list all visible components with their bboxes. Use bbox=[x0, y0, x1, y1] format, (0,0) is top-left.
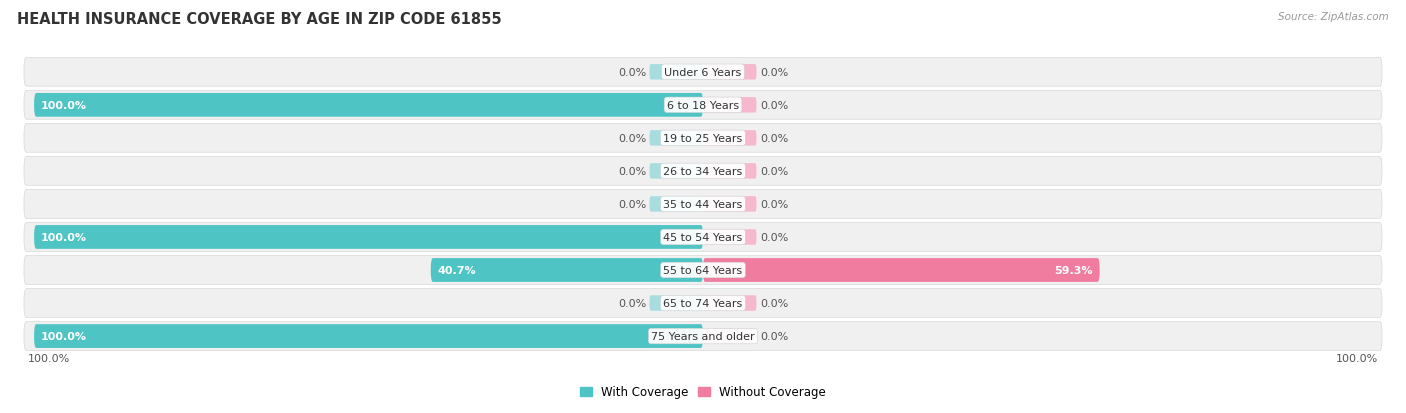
FancyBboxPatch shape bbox=[430, 259, 703, 282]
FancyBboxPatch shape bbox=[650, 65, 703, 81]
FancyBboxPatch shape bbox=[24, 223, 1382, 252]
FancyBboxPatch shape bbox=[24, 322, 1382, 351]
FancyBboxPatch shape bbox=[703, 230, 756, 245]
Text: 0.0%: 0.0% bbox=[617, 133, 647, 144]
FancyBboxPatch shape bbox=[650, 296, 703, 311]
FancyBboxPatch shape bbox=[24, 124, 1382, 153]
FancyBboxPatch shape bbox=[703, 259, 1099, 282]
Text: 100.0%: 100.0% bbox=[28, 353, 70, 363]
Text: 100.0%: 100.0% bbox=[1336, 353, 1378, 363]
Text: Under 6 Years: Under 6 Years bbox=[665, 68, 741, 78]
FancyBboxPatch shape bbox=[703, 328, 756, 344]
Text: 6 to 18 Years: 6 to 18 Years bbox=[666, 101, 740, 111]
Text: HEALTH INSURANCE COVERAGE BY AGE IN ZIP CODE 61855: HEALTH INSURANCE COVERAGE BY AGE IN ZIP … bbox=[17, 12, 502, 27]
Text: 100.0%: 100.0% bbox=[41, 331, 87, 341]
FancyBboxPatch shape bbox=[650, 131, 703, 146]
FancyBboxPatch shape bbox=[703, 65, 756, 81]
Text: 55 to 64 Years: 55 to 64 Years bbox=[664, 265, 742, 275]
FancyBboxPatch shape bbox=[34, 225, 703, 249]
FancyBboxPatch shape bbox=[650, 197, 703, 212]
FancyBboxPatch shape bbox=[24, 289, 1382, 318]
FancyBboxPatch shape bbox=[703, 98, 756, 113]
Text: 0.0%: 0.0% bbox=[617, 298, 647, 308]
Text: 0.0%: 0.0% bbox=[759, 233, 789, 242]
FancyBboxPatch shape bbox=[650, 164, 703, 179]
FancyBboxPatch shape bbox=[703, 296, 756, 311]
FancyBboxPatch shape bbox=[24, 190, 1382, 219]
FancyBboxPatch shape bbox=[703, 197, 756, 212]
Text: 0.0%: 0.0% bbox=[617, 68, 647, 78]
Text: Source: ZipAtlas.com: Source: ZipAtlas.com bbox=[1278, 12, 1389, 22]
Text: 0.0%: 0.0% bbox=[759, 68, 789, 78]
FancyBboxPatch shape bbox=[24, 256, 1382, 285]
Text: 65 to 74 Years: 65 to 74 Years bbox=[664, 298, 742, 308]
Text: 100.0%: 100.0% bbox=[41, 233, 87, 242]
Text: 0.0%: 0.0% bbox=[759, 331, 789, 341]
Text: 0.0%: 0.0% bbox=[759, 101, 789, 111]
FancyBboxPatch shape bbox=[703, 131, 756, 146]
Text: 19 to 25 Years: 19 to 25 Years bbox=[664, 133, 742, 144]
Text: 0.0%: 0.0% bbox=[759, 199, 789, 209]
Text: 35 to 44 Years: 35 to 44 Years bbox=[664, 199, 742, 209]
FancyBboxPatch shape bbox=[24, 157, 1382, 186]
Text: 45 to 54 Years: 45 to 54 Years bbox=[664, 233, 742, 242]
Text: 100.0%: 100.0% bbox=[41, 101, 87, 111]
Text: 0.0%: 0.0% bbox=[617, 166, 647, 176]
FancyBboxPatch shape bbox=[34, 94, 703, 117]
Text: 75 Years and older: 75 Years and older bbox=[651, 331, 755, 341]
Text: 0.0%: 0.0% bbox=[759, 298, 789, 308]
Text: 59.3%: 59.3% bbox=[1054, 265, 1092, 275]
FancyBboxPatch shape bbox=[24, 91, 1382, 120]
Legend: With Coverage, Without Coverage: With Coverage, Without Coverage bbox=[575, 381, 831, 403]
Text: 40.7%: 40.7% bbox=[437, 265, 477, 275]
Text: 0.0%: 0.0% bbox=[759, 166, 789, 176]
FancyBboxPatch shape bbox=[24, 58, 1382, 87]
FancyBboxPatch shape bbox=[34, 324, 703, 348]
Text: 26 to 34 Years: 26 to 34 Years bbox=[664, 166, 742, 176]
FancyBboxPatch shape bbox=[703, 164, 756, 179]
Text: 0.0%: 0.0% bbox=[617, 199, 647, 209]
Text: 0.0%: 0.0% bbox=[759, 133, 789, 144]
